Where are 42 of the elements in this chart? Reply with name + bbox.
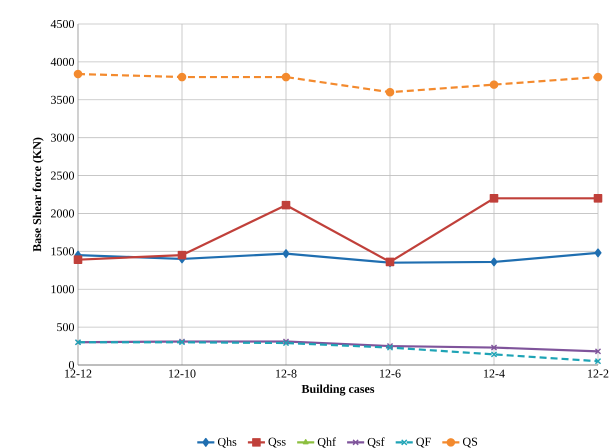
x-tick-label: 12-4 [484,370,505,378]
point [594,72,602,82]
point [594,348,602,355]
point [490,344,498,351]
x-tick-label: 12-8 [276,370,297,378]
point [178,72,186,82]
x-tick-label: 12-12 [65,370,92,378]
point [178,250,186,260]
point [282,249,290,258]
y-tick-label: 1500 [52,247,74,256]
point [594,194,602,203]
y-tick-label: 2000 [51,209,74,218]
legend-label: Qss [268,438,286,448]
y-tick-label: 500 [57,323,74,332]
legend-label: Qsf [368,437,385,448]
legend-label: Qhf [318,437,336,448]
point [282,200,290,210]
x-axis-title: Building cases [302,384,374,396]
x-tick-label: 12-2 [588,370,608,378]
y-tick-label: 3000 [51,134,74,142]
point [594,358,602,364]
point [74,255,82,264]
legend-label: QS [462,438,478,448]
x-tick-label: 12-6 [380,370,401,378]
y-tick-label: 4000 [50,58,74,66]
y-tick-label: 2500 [51,172,74,180]
point [490,194,498,203]
point [594,248,602,258]
point [490,351,498,358]
point [386,88,394,97]
point [282,72,290,82]
point [490,257,498,266]
y-tick-label: 4500 [50,20,74,28]
legend-label: Qhs [218,437,236,448]
y-tick-label: 1000 [52,285,74,294]
y-tick-label: 0 [68,360,74,370]
point [74,70,82,78]
y-tick-label: 3500 [51,96,74,104]
point [490,80,498,89]
y-axis-title: Base Shear force (KN) [32,138,44,252]
legend-label: QF [416,438,431,448]
x-tick-label: 12-10 [169,370,196,378]
